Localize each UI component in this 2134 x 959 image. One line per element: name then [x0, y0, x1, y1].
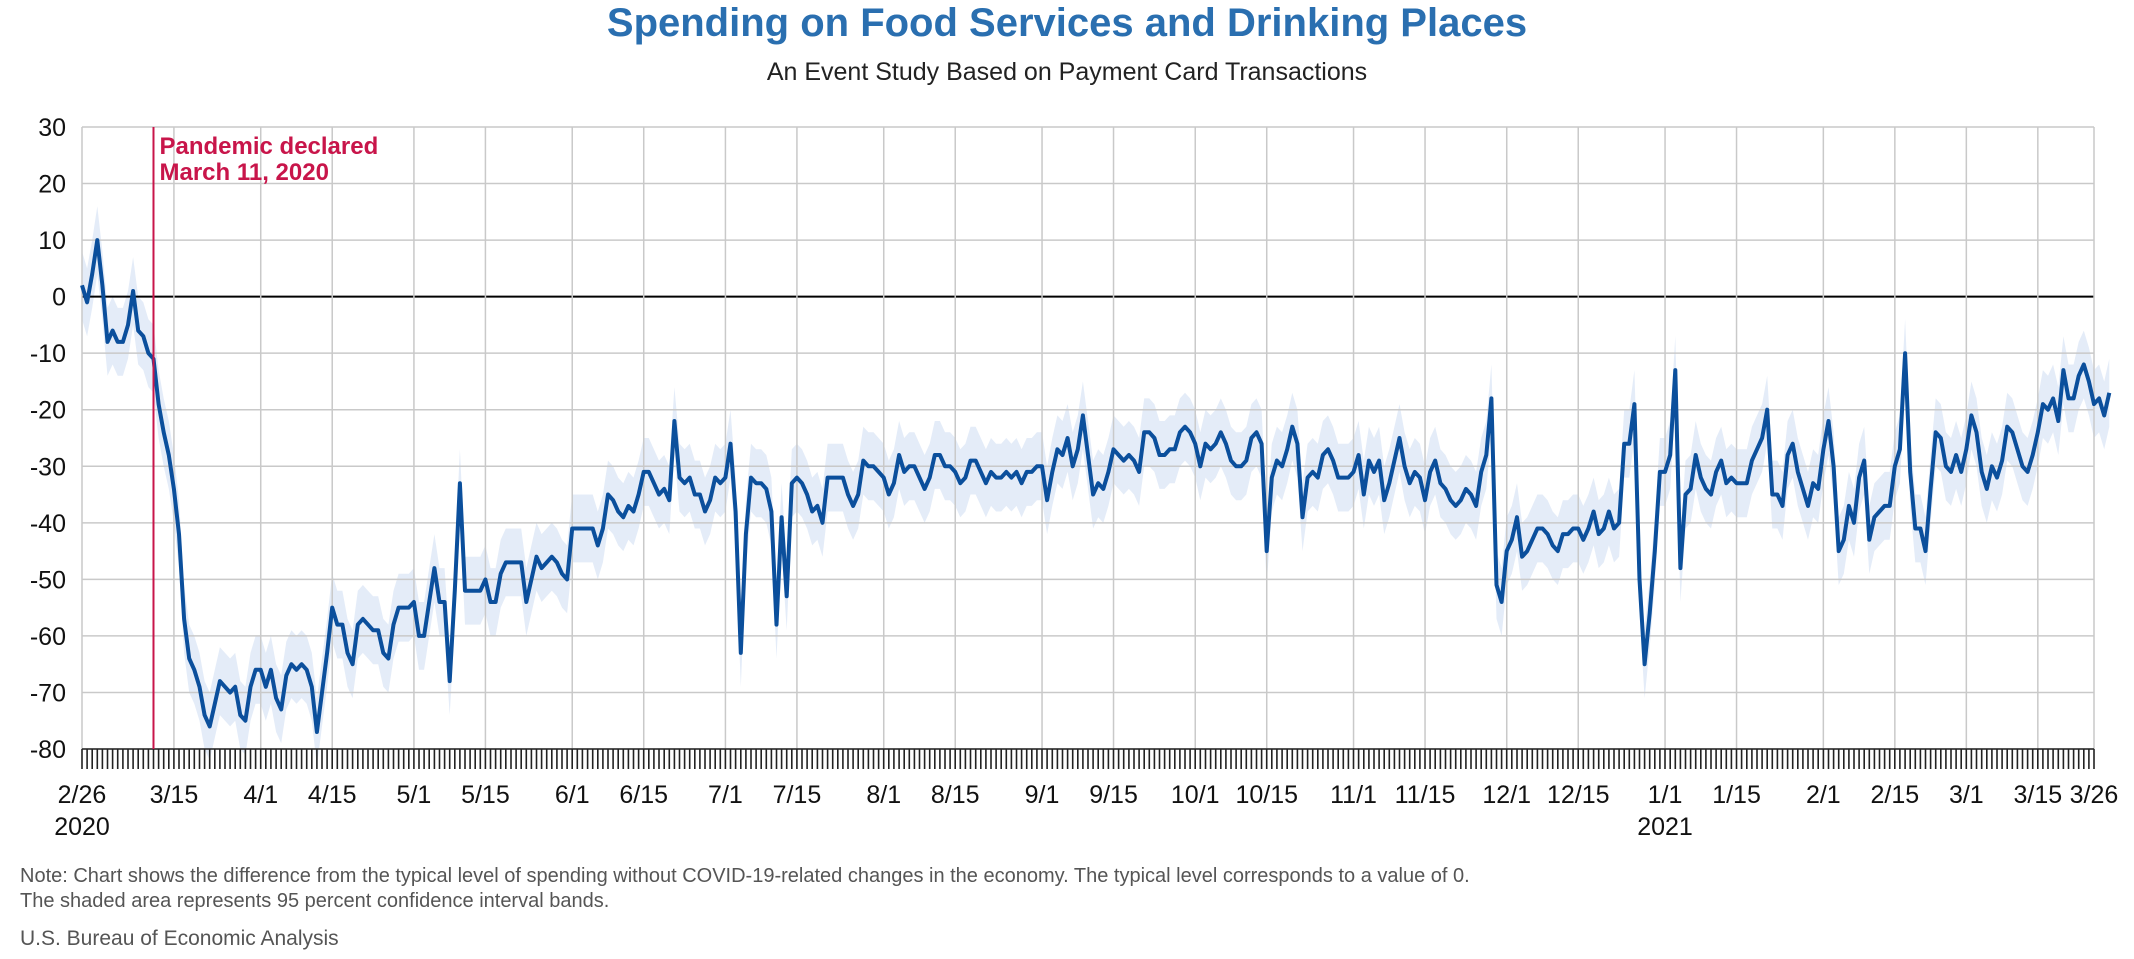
x-tick-label: 2/1	[1806, 781, 1841, 809]
x-tick-label: 3/26	[2070, 781, 2119, 809]
x-tick-label: 3/1	[1949, 781, 1984, 809]
annotation-line-1: Pandemic declared	[159, 133, 378, 160]
y-tick-label: -50	[30, 566, 66, 594]
x-tick-label: 6/1	[555, 781, 590, 809]
y-tick-label: 0	[52, 284, 66, 312]
x-tick-label: 12/1	[1482, 781, 1531, 809]
x-tick-label: 11/15	[1395, 781, 1456, 809]
x-tick-label: 3/15	[2013, 781, 2062, 809]
x-tick-label: 3/15	[150, 781, 199, 809]
source-line: U.S. Bureau of Economic Analysis	[20, 927, 339, 950]
x-tick-label: 10/1	[1171, 781, 1220, 809]
y-tick-label: 20	[38, 171, 66, 199]
x-tick-label: 11/1	[1330, 781, 1377, 809]
x-tick-label: 9/1	[1025, 781, 1060, 809]
x-year-label: 2020	[54, 813, 110, 841]
x-tick-label: 12/15	[1547, 781, 1610, 809]
chart-title: Spending on Food Services and Drinking P…	[606, 1, 1528, 45]
x-year-label: 2021	[1637, 813, 1693, 841]
x-tick-label: 4/15	[308, 781, 357, 809]
series-line	[80, 238, 2112, 734]
x-tick-label: 8/1	[866, 781, 901, 809]
y-tick-label: -40	[30, 510, 66, 538]
chart-subtitle: An Event Study Based on Payment Card Tra…	[766, 58, 1368, 86]
x-axis-day-ticks	[81, 749, 2095, 769]
y-tick-label: -30	[30, 453, 66, 481]
x-tick-label: 2/26	[58, 781, 107, 809]
x-tick-label: 4/1	[243, 781, 278, 809]
y-tick-label: -60	[30, 623, 66, 651]
x-tick-label: 7/1	[708, 781, 743, 809]
note-line-1: Note: Chart shows the difference from th…	[20, 865, 1470, 887]
x-tick-label: 8/15	[931, 781, 980, 809]
x-tick-label: 2/15	[1871, 781, 1920, 809]
x-tick-label: 1/1	[1648, 781, 1683, 809]
x-tick-label: 1/15	[1712, 781, 1761, 809]
y-tick-label: -10	[30, 340, 66, 368]
y-tick-label: -20	[30, 397, 66, 425]
y-tick-label: -80	[30, 736, 66, 764]
x-tick-label: 10/15	[1235, 781, 1298, 809]
y-tick-label: -70	[30, 679, 66, 707]
x-tick-label: 5/1	[397, 781, 432, 809]
x-tick-label: 9/15	[1089, 781, 1138, 809]
y-tick-label: 30	[38, 114, 66, 142]
x-tick-label: 5/15	[461, 781, 510, 809]
note-line-2: The shaded area represents 95 percent co…	[20, 890, 610, 912]
x-tick-label: 7/15	[773, 781, 822, 809]
annotation-line-2: March 11, 2020	[159, 159, 328, 186]
x-tick-label: 6/15	[619, 781, 668, 809]
y-tick-label: 10	[38, 227, 66, 255]
